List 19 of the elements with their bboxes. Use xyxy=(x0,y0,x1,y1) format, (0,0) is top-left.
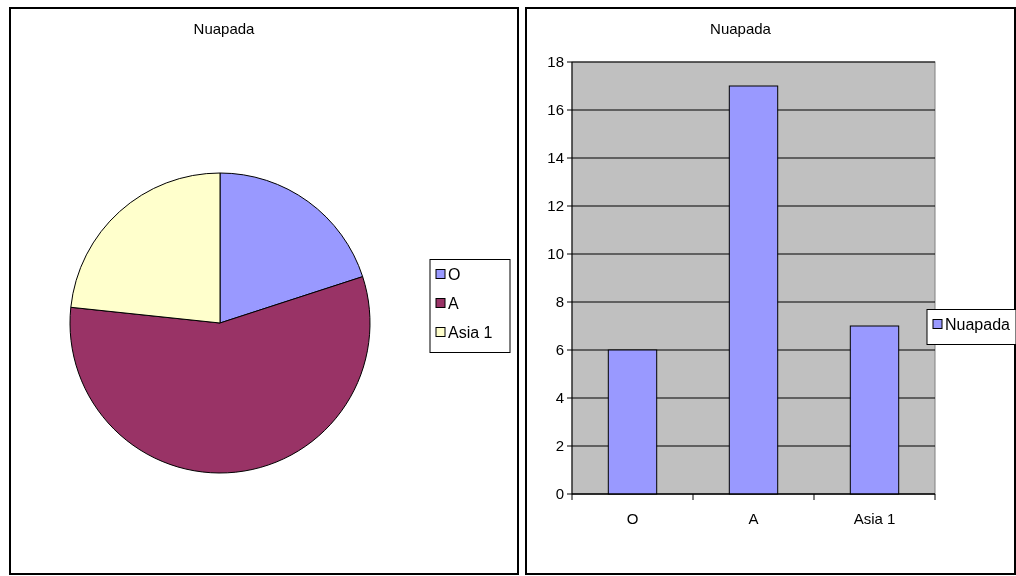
chart-title: Nuapada xyxy=(193,20,256,37)
legend-label: A xyxy=(448,294,459,312)
legend-label: Asia 1 xyxy=(448,323,493,341)
y-tick-label: 12 xyxy=(547,197,564,214)
y-tick-label: 14 xyxy=(547,149,564,166)
y-tick-label: 16 xyxy=(547,101,564,118)
y-tick-label: 2 xyxy=(555,437,564,454)
legend-label: O xyxy=(448,265,461,283)
y-tick-label: 18 xyxy=(547,53,564,70)
y-tick-label: 6 xyxy=(555,341,564,358)
y-tick-label: 0 xyxy=(555,485,564,502)
chart-title: Nuapada xyxy=(710,20,772,37)
y-tick-label: 4 xyxy=(555,389,564,406)
x-tick-label: A xyxy=(748,510,759,527)
x-tick-label: O xyxy=(626,510,639,527)
legend-label: Nuapada xyxy=(945,315,1011,333)
y-tick-label: 8 xyxy=(555,293,564,310)
y-tick-label: 10 xyxy=(547,245,564,262)
x-tick-label: Asia 1 xyxy=(853,510,896,527)
